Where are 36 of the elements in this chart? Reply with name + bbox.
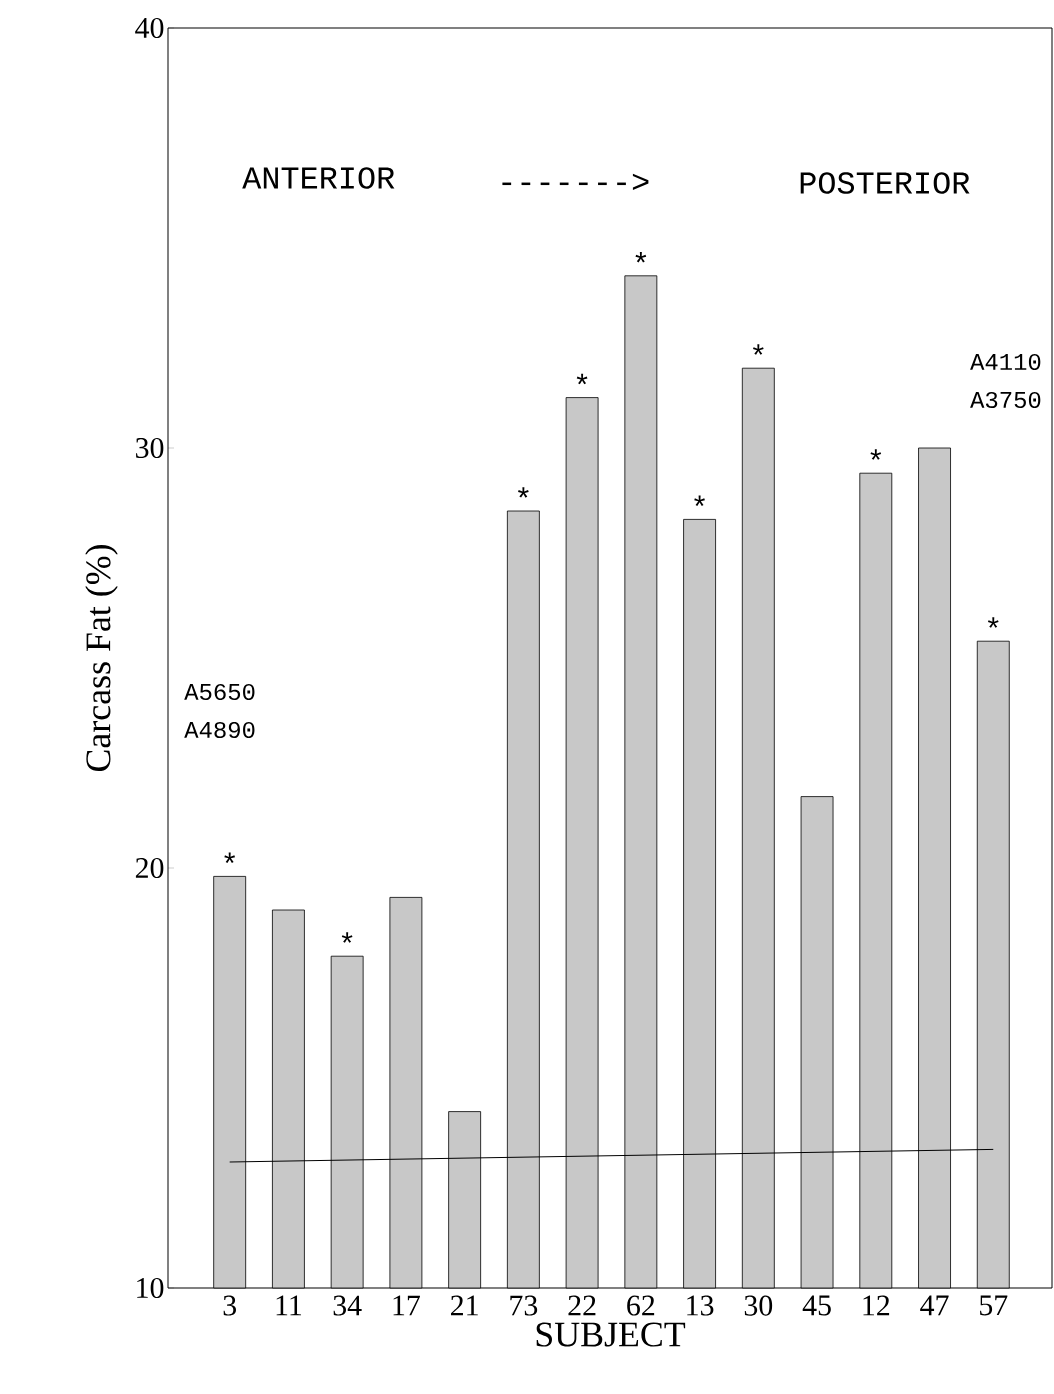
y-tick-label: 20 <box>135 857 164 879</box>
x-tick-label: 57 <box>980 1295 1008 1316</box>
annotation: * <box>870 449 882 460</box>
annotation: * <box>518 487 529 498</box>
annotation: * <box>576 373 588 385</box>
annotation: A5650 <box>184 683 255 701</box>
x-tick-label: 73 <box>510 1295 538 1316</box>
x-tick-label: 11 <box>276 1295 302 1316</box>
x-tick-label: 22 <box>568 1295 596 1316</box>
annotation: * <box>694 495 705 507</box>
annotation: ANTERIOR <box>242 167 395 189</box>
annotation: * <box>987 617 999 628</box>
x-tick-label: 13 <box>687 1295 714 1316</box>
x-axis-title: SUBJECT <box>536 1322 686 1347</box>
y-tick-label: 10 <box>137 1277 164 1299</box>
x-tick-label: 45 <box>802 1295 831 1316</box>
y-axis-title: Carcass Fat (%) <box>85 545 118 772</box>
annotation: A3750 <box>970 391 1041 409</box>
annotation: * <box>341 932 353 943</box>
x-tick-label: 3 <box>223 1295 236 1316</box>
x-tick-label: 12 <box>863 1295 890 1316</box>
y-tick-label: 30 <box>136 437 164 459</box>
annotation: A4110 <box>970 353 1041 371</box>
annotation: A4890 <box>184 721 255 739</box>
annotation: POSTERIOR <box>800 172 970 194</box>
y-tick-label: 40 <box>135 17 164 39</box>
x-tick-label: 62 <box>627 1295 655 1316</box>
x-tick-label: 34 <box>333 1295 362 1316</box>
x-tick-label: 47 <box>920 1295 949 1316</box>
annotation: * <box>224 852 235 864</box>
annotation: -------> <box>502 173 649 190</box>
x-tick-label: 17 <box>393 1295 420 1316</box>
annotation: * <box>752 344 764 355</box>
x-tick-label: 21 <box>451 1295 478 1316</box>
annotation: * <box>635 251 647 263</box>
x-tick-label: 30 <box>744 1295 773 1316</box>
